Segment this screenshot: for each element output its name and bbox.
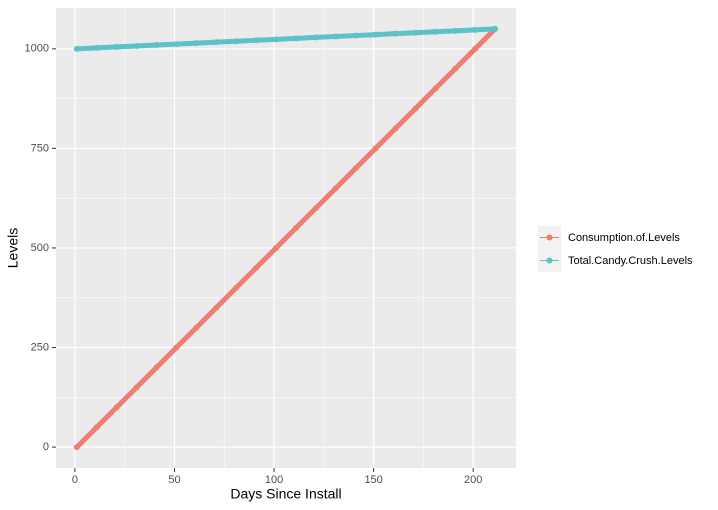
point: [312, 205, 319, 212]
point: [472, 26, 479, 33]
grid: [56, 8, 516, 468]
point: [392, 30, 399, 37]
point: [173, 344, 180, 351]
point: [153, 42, 160, 49]
point: [372, 145, 379, 152]
point: [133, 384, 140, 391]
point: [273, 244, 280, 251]
point: [173, 41, 180, 48]
point: [93, 44, 100, 51]
point: [332, 185, 339, 192]
point: [233, 38, 240, 45]
point: [352, 165, 359, 172]
point: [73, 444, 80, 451]
point: [133, 42, 140, 49]
legend-key-point: [546, 234, 553, 241]
x-tick-label: 150: [364, 474, 382, 486]
point: [73, 45, 80, 52]
y-tick-label: 1000: [25, 43, 49, 55]
lines: [73, 25, 499, 451]
point: [452, 27, 459, 34]
y-tick-label: 500: [31, 242, 49, 254]
point: [352, 32, 359, 39]
series-line: [76, 26, 496, 52]
x-tick-label: 0: [72, 474, 78, 486]
legend-label: Total.Candy.Crush.Levels: [568, 255, 693, 267]
point: [432, 28, 439, 35]
legend-key-point: [546, 257, 553, 264]
point: [312, 34, 319, 41]
point: [292, 225, 299, 232]
point: [233, 284, 240, 291]
point: [452, 65, 459, 72]
point: [273, 36, 280, 43]
point: [113, 43, 120, 50]
point: [253, 264, 260, 271]
point: [253, 37, 260, 44]
point: [153, 364, 160, 371]
point: [412, 29, 419, 36]
legend-label: Consumption.of.Levels: [568, 232, 680, 244]
y-tick-label: 750: [31, 142, 49, 154]
legend: Consumption.of.Levels Total.Candy.Crush.L…: [538, 226, 693, 272]
point: [432, 85, 439, 92]
x-tick-label: 50: [168, 474, 180, 486]
y-tick-label: 0: [43, 441, 49, 453]
point: [113, 404, 120, 411]
point: [492, 25, 499, 32]
point: [372, 31, 379, 38]
point: [392, 125, 399, 132]
point: [412, 105, 419, 112]
x-axis-title: Days Since Install: [230, 486, 341, 502]
point: [472, 45, 479, 52]
x-tick-label: 100: [265, 474, 283, 486]
y-tick-label: 250: [31, 341, 49, 353]
point: [213, 39, 220, 46]
point: [332, 33, 339, 40]
series-line: [75, 27, 497, 449]
x-tick-label: 200: [464, 474, 482, 486]
y-axis-title: Levels: [5, 228, 21, 268]
point: [292, 35, 299, 42]
point: [193, 40, 200, 47]
point: [93, 424, 100, 431]
point: [193, 324, 200, 331]
point: [213, 304, 220, 311]
